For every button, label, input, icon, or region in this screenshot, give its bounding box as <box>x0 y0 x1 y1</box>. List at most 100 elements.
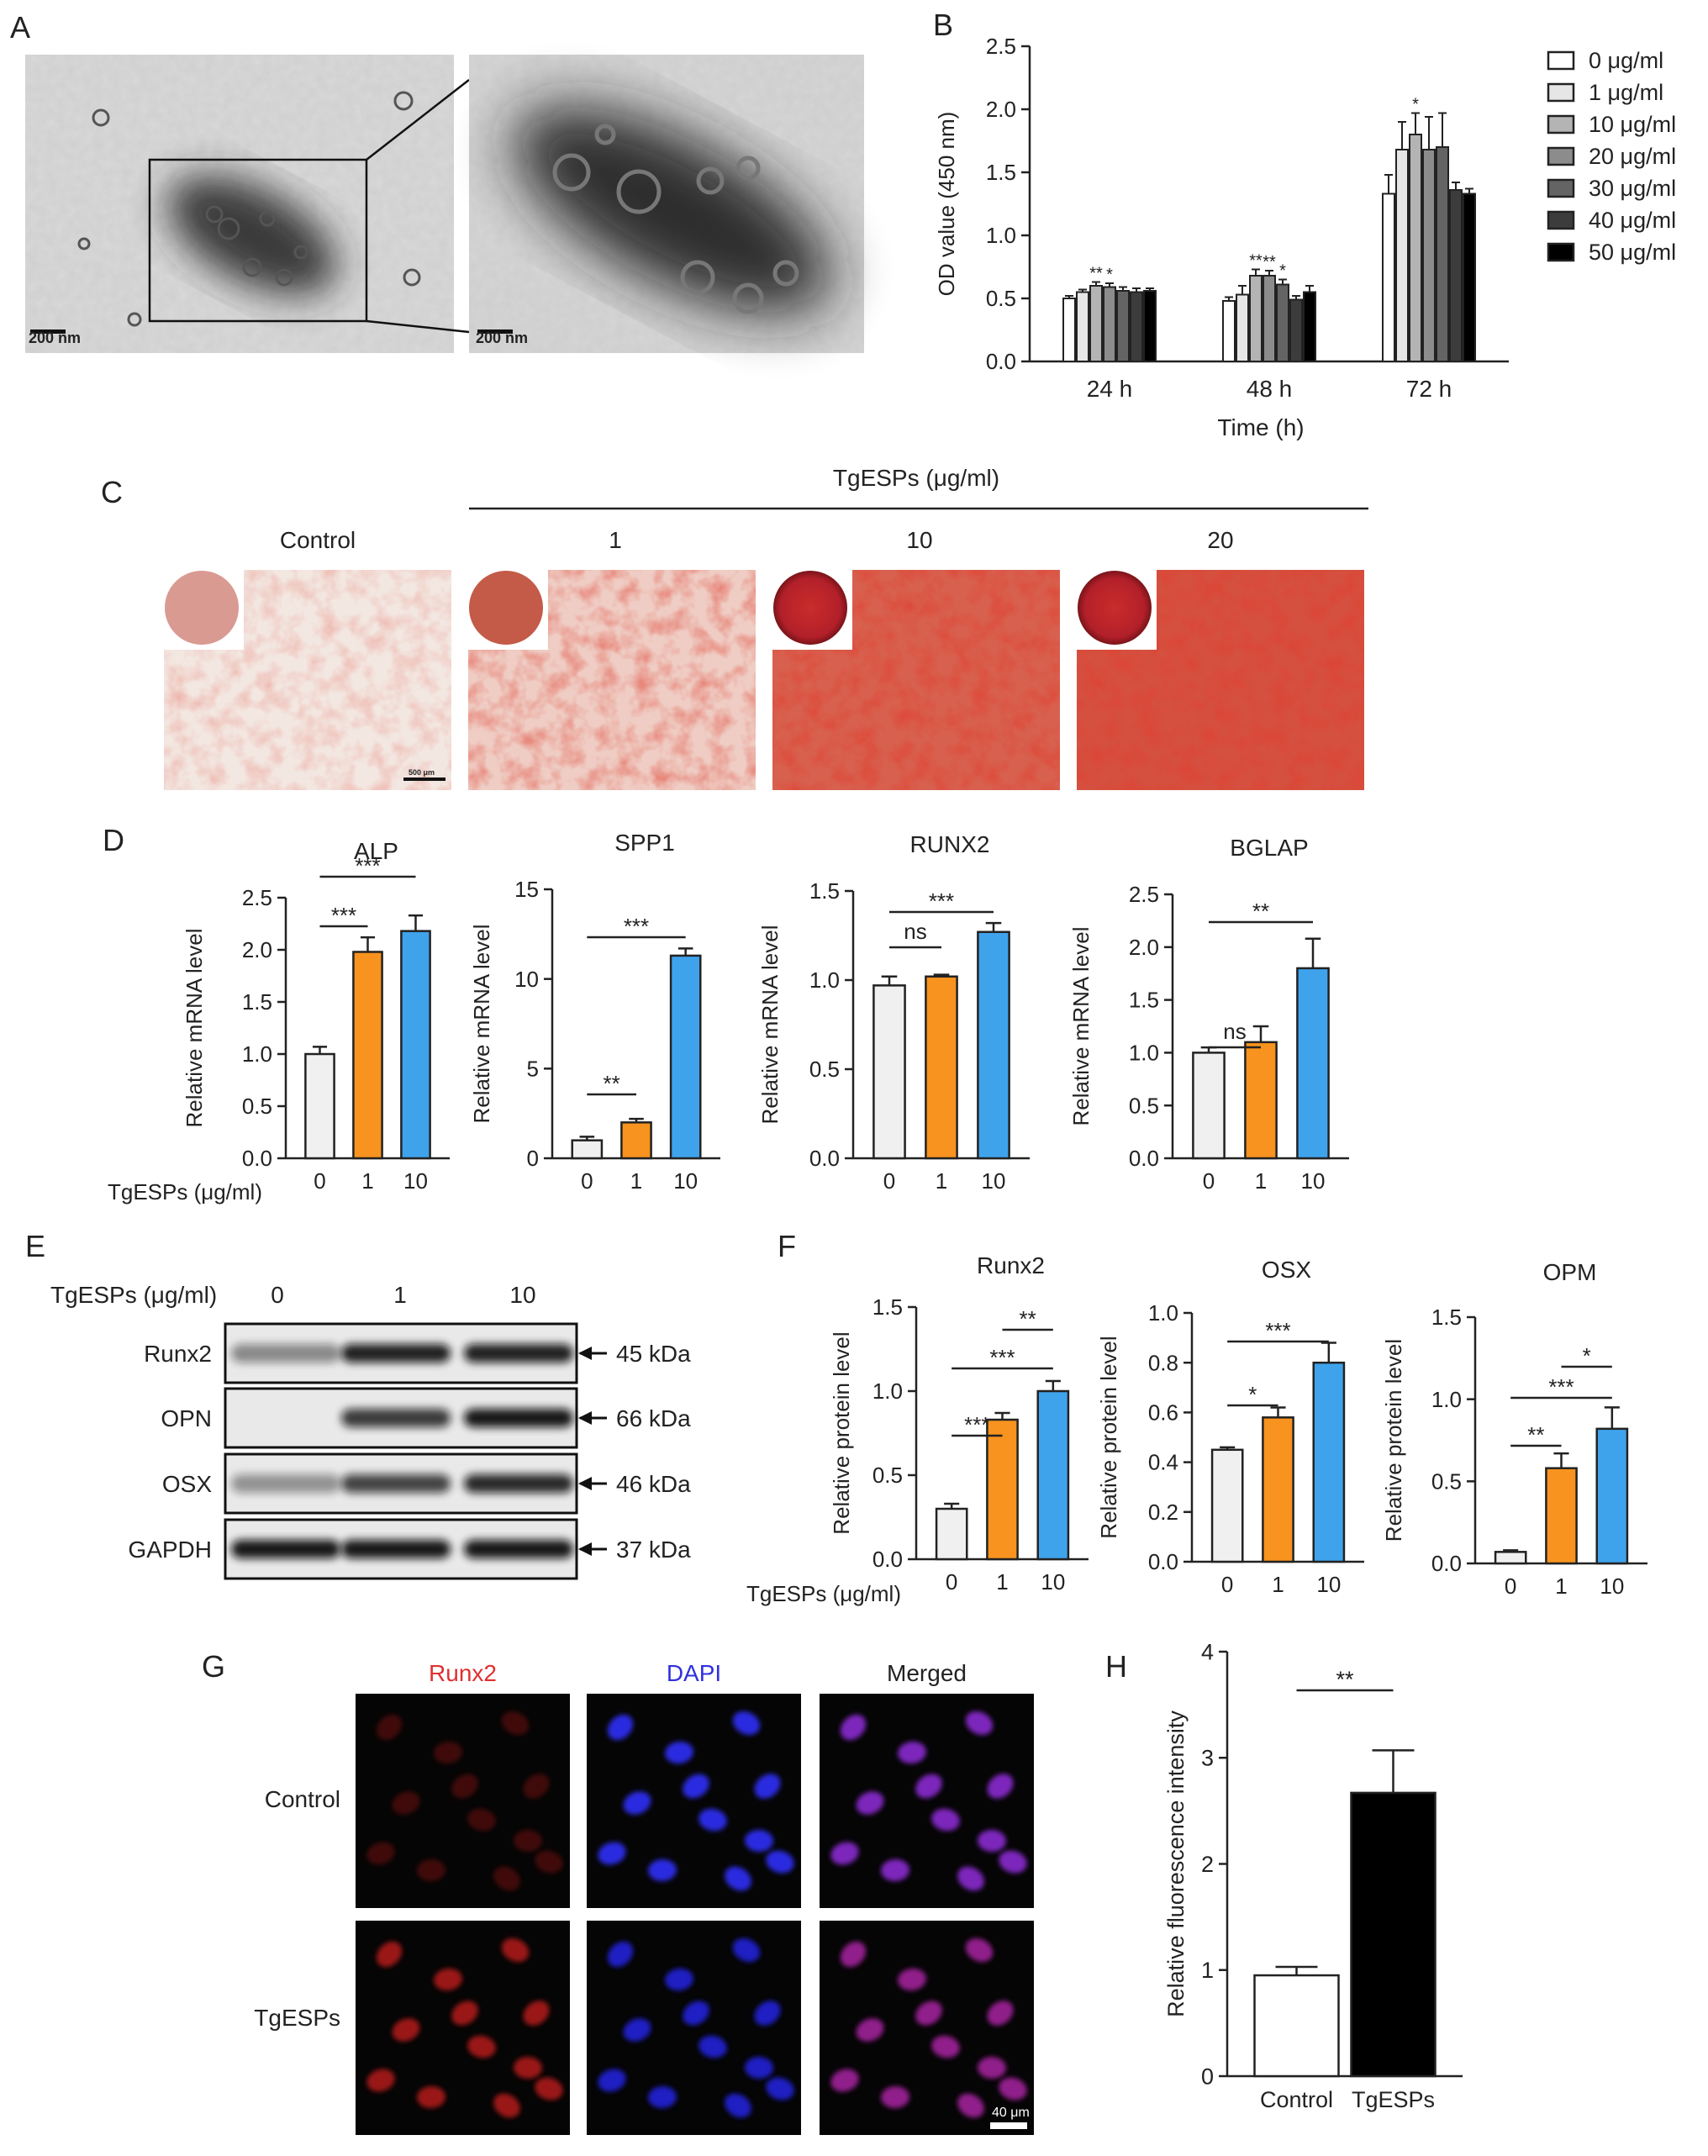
x-tick-label: 10 <box>1316 1572 1341 1597</box>
nucleus <box>987 2000 1014 2026</box>
x-tick-label: 10 <box>1600 1574 1624 1599</box>
nucleus <box>978 1829 1006 1853</box>
y-tick-label: 0.0 <box>1431 1551 1462 1576</box>
nucleus <box>665 1741 693 1764</box>
x-tick-label: 10 <box>673 1168 698 1194</box>
legend-swatch <box>1547 178 1575 198</box>
nucleus <box>856 2018 884 2042</box>
bar <box>571 1139 604 1160</box>
band-size-label: 66 kDa <box>616 1405 691 1431</box>
protein-label: OPN <box>161 1405 212 1431</box>
nucleus <box>931 2035 960 2058</box>
y-axis-label: Relative protein level <box>1381 1339 1406 1542</box>
column-header: Runx2 <box>429 1660 497 1686</box>
nucleus <box>732 1711 761 1736</box>
y-tick-label: 0.0 <box>242 1146 272 1171</box>
y-tick-label: 1.5 <box>242 989 272 1015</box>
nucleus <box>607 1941 634 1968</box>
y-tick-label: 1.0 <box>1431 1387 1462 1412</box>
bar <box>1089 285 1103 362</box>
y-tick-label: 1.5 <box>809 878 840 904</box>
legend-swatch <box>1547 114 1575 134</box>
y-axis-label: Relative mRNA level <box>757 925 783 1125</box>
x-tick-label: 0 <box>883 1168 895 1194</box>
bar <box>304 1052 335 1160</box>
row-label: Control <box>265 1786 340 1812</box>
scale-bar-c <box>403 778 445 781</box>
bar <box>1289 298 1303 362</box>
x-tick-label: 10 <box>1301 1168 1326 1194</box>
column-label-10: 10 <box>906 527 932 553</box>
blot-band <box>464 1540 573 1558</box>
significance-label: * <box>1279 262 1286 281</box>
bar <box>872 984 906 1160</box>
y-tick-label: 0.0 <box>1129 1146 1159 1171</box>
stain-image-10 <box>772 570 1060 790</box>
panel-c-header: TgESPs (μg/ml) <box>833 465 999 491</box>
row-label: TgESPs <box>254 2005 340 2031</box>
band-size-label: 45 kDa <box>616 1341 691 1367</box>
panel-f-chart-opm: 0.0 0.5 1.0 1.5 Relative protein level OPM 0 1 1… <box>1381 1259 1647 1599</box>
protein-label: GAPDH <box>128 1537 212 1563</box>
x-tick-label: Control <box>1260 2087 1333 2112</box>
panel-h-chart: 0 1 2 3 4 Relative fluorescence intensity Cont… <box>1163 1639 1463 2112</box>
x-tick-label: 1 <box>630 1168 642 1194</box>
bar <box>1296 967 1330 1160</box>
nucleus <box>607 1714 634 1741</box>
nucleus <box>957 2093 984 2118</box>
panel-a-tem: 200 nm 200 nm <box>25 55 864 353</box>
panel-f-chart-runx2: 0.0 0.5 1.0 1.5 Relative protein level Runx2 0… <box>746 1252 1089 1606</box>
y-tick-label: 1.0 <box>809 967 840 993</box>
x-tick-label: 0 <box>1505 1574 1516 1599</box>
nucleus <box>856 1791 884 1815</box>
panel-d-chart-runx2: 0.0 0.5 1.0 1.5 Relative mRNA level RUNX2 0 1 10… <box>757 831 1030 1194</box>
nucleus <box>493 2093 520 2118</box>
nucleus <box>376 1941 403 1968</box>
x-tick-label: 10 <box>1041 1569 1065 1595</box>
significance-label: ** <box>1249 252 1263 271</box>
blot-band <box>341 1409 451 1427</box>
nucleus <box>698 2035 727 2058</box>
x-tick-label: 1 <box>361 1168 373 1194</box>
bar <box>1463 192 1476 362</box>
chart-title: OPM <box>1543 1259 1597 1285</box>
y-axis-label: Relative mRNA level <box>469 925 494 1124</box>
significance-label: * <box>1248 1382 1257 1407</box>
panel-g-immunofluorescence: Runx2 DAPI Merged Control TgESPs 40 μm <box>254 1660 1034 2135</box>
legend-label: 0 μg/ml <box>1589 48 1663 73</box>
nucleus <box>987 1774 1014 1799</box>
scale-label-a-right: 200 nm <box>476 329 528 346</box>
y-tick-label: 0 <box>527 1146 539 1171</box>
legend-label: 1 μg/ml <box>1589 80 1663 105</box>
nucleus <box>376 1714 403 1741</box>
y-tick-label: 1.5 <box>1129 988 1159 1013</box>
x-tick-label: 1 <box>1555 1574 1567 1599</box>
bar <box>1494 1551 1527 1565</box>
tem-vesicles-right <box>552 124 799 314</box>
y-axis-label: OD value (450 nm) <box>934 112 959 297</box>
chart-title: BGLAP <box>1230 835 1308 861</box>
significance-label: *** <box>1548 1374 1574 1400</box>
y-tick-label: 0.0 <box>986 349 1016 374</box>
nucleus <box>535 1850 563 1874</box>
bar <box>935 1507 968 1561</box>
chart-title: OSX <box>1262 1257 1311 1283</box>
x-tick-label: 1 <box>1255 1168 1267 1194</box>
bar <box>352 951 383 1160</box>
nucleus <box>915 2000 942 2026</box>
bar <box>1422 149 1436 362</box>
panel-f-chart-osx: 0.0 0.2 0.4 0.6 0.8 1.0 Relative protein level… <box>1096 1257 1364 1597</box>
nucleus <box>898 1741 926 1764</box>
nucleus <box>535 2077 563 2101</box>
panel-label-d: D <box>103 823 124 857</box>
blot-header-label: TgESPs (μg/ml) <box>50 1282 217 1308</box>
blot-band <box>231 1474 340 1493</box>
nucleus <box>840 1714 867 1741</box>
nucleus <box>501 1937 530 1963</box>
panel-b-chart: 0.0 0.5 1.0 1.5 2.0 2.5 OD value (450 nm) Time … <box>934 34 1676 440</box>
nucleus <box>745 2056 773 2080</box>
y-tick-label: 1.0 <box>1129 1041 1159 1066</box>
bar <box>1595 1427 1629 1565</box>
well-10 <box>773 571 847 645</box>
nucleus <box>683 1774 709 1799</box>
